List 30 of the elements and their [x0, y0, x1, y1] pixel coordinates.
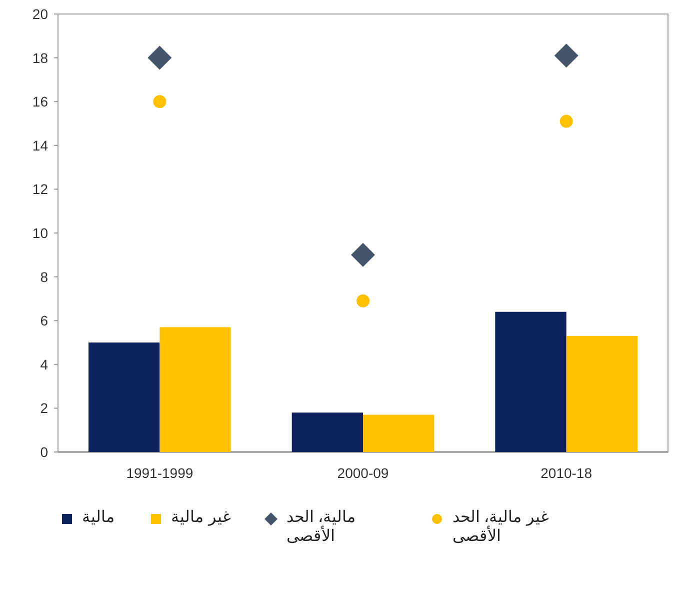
bar: [363, 414, 434, 452]
bar: [160, 327, 231, 452]
bar: [292, 412, 363, 452]
legend-label: مالية، الحد الأقصى: [286, 508, 357, 546]
y-tick-label: 8: [40, 268, 48, 285]
y-tick-label: 16: [32, 94, 48, 110]
y-tick-label: 18: [32, 50, 48, 66]
y-tick-label: 0: [40, 444, 48, 460]
legend-label: غير مالية، الحد الأقصى: [452, 508, 550, 546]
y-tick-label: 14: [32, 137, 48, 154]
x-tick-label: 2010-18: [540, 465, 592, 481]
bar: [88, 342, 160, 452]
point: [351, 242, 375, 267]
point: [560, 114, 573, 128]
bar: [495, 312, 566, 452]
legend-label: غير مالية: [171, 508, 230, 527]
point: [153, 95, 166, 108]
y-tick-label: 10: [32, 225, 48, 241]
y-tick-label: 20: [32, 6, 48, 22]
point: [356, 294, 370, 308]
y-tick-label: 2: [40, 400, 48, 416]
y-tick-label: 12: [32, 181, 48, 198]
x-tick-label: 2000-09: [337, 465, 389, 481]
legend-label: مالية: [82, 508, 115, 527]
y-tick-label: 6: [40, 312, 48, 329]
x-tick-label: 1991-1999: [126, 465, 194, 481]
y-tick-label: 4: [40, 356, 48, 372]
bar: [566, 336, 638, 452]
point: [554, 44, 578, 68]
point: [148, 46, 172, 70]
